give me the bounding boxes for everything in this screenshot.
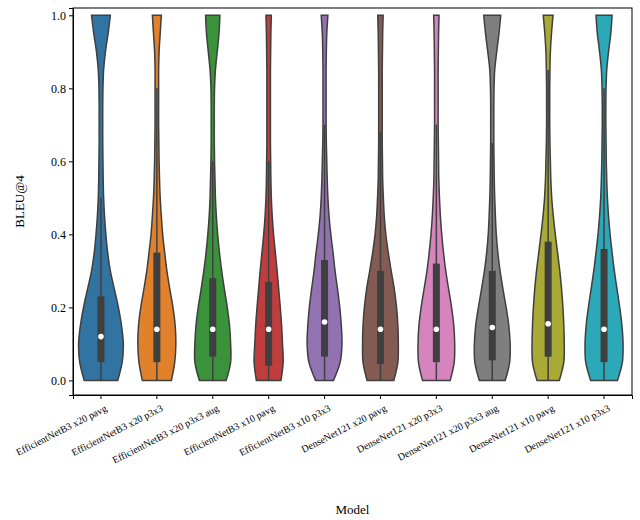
box — [377, 271, 384, 364]
box — [153, 253, 160, 363]
box — [265, 282, 272, 366]
x-tick: EfficientNetB3 x20 p3x3 — [70, 395, 165, 458]
x-tick-mark — [380, 395, 381, 399]
x-axis-line — [74, 396, 633, 400]
plot: 0.0 0.2 0.4 0.6 0.8 1.0 EfficientNetB3 x20 pav… — [14, 8, 632, 466]
violin — [254, 15, 283, 380]
y-tick-mark — [69, 307, 73, 308]
median — [489, 325, 495, 331]
y-tick: 0.2 — [51, 301, 73, 315]
violins — [79, 15, 624, 380]
y-tick-mark — [69, 234, 73, 235]
median — [545, 321, 551, 327]
violin — [418, 15, 455, 380]
y-tick: 0.6 — [51, 155, 73, 169]
x-tick-mark — [268, 395, 269, 399]
x-tick-label: DenseNet121 x20 p3x3 aug — [396, 402, 500, 462]
median — [154, 326, 160, 332]
x-tick-mark — [156, 395, 157, 399]
box — [601, 249, 608, 362]
x-tick: DenseNet121 x10 p3x3 — [523, 395, 612, 455]
violin — [585, 15, 623, 380]
x-axis-title: Model — [336, 502, 370, 517]
y-tick-label: 0.8 — [51, 82, 66, 96]
median — [378, 326, 384, 332]
x-tick-mark — [548, 395, 549, 399]
y-tick-label: 0.2 — [51, 301, 66, 315]
x-tick: DenseNet121 x20 p3x3 aug — [396, 395, 500, 463]
y-tick-mark — [69, 15, 73, 16]
x-tick-label: EfficientNetB3 x10 pavg — [182, 402, 276, 457]
median — [98, 334, 104, 340]
median — [322, 319, 328, 325]
box — [433, 264, 440, 363]
y-tick-label: 0.4 — [51, 228, 66, 242]
x-tick: EfficientNetB3 x20 p3x3 aug — [110, 395, 220, 466]
x-tick: EfficientNetB3 x10 pavg — [182, 395, 276, 458]
y-tick-label: 0.0 — [51, 374, 66, 388]
x-tick-label: DenseNet121 x10 p3x3 — [523, 402, 612, 455]
y-tick-label: 0.6 — [51, 155, 66, 169]
median — [266, 326, 272, 332]
violin — [79, 15, 124, 380]
violin — [194, 15, 231, 380]
frame — [73, 8, 632, 395]
y-tick-mark — [69, 380, 73, 381]
violin — [532, 15, 564, 380]
y-axis-title: BLEU@4 — [12, 175, 27, 228]
y-axis-line — [69, 9, 74, 396]
y-tick-mark — [69, 161, 73, 162]
chart: 0.0 0.2 0.4 0.6 0.8 1.0 EfficientNetB3 x20 pav… — [0, 0, 640, 520]
x-tick-mark — [100, 395, 101, 399]
x-tick-label: EfficientNetB3 x20 p3x3 — [70, 402, 165, 458]
x-tick-mark — [212, 395, 213, 399]
x-tick-mark — [604, 395, 605, 399]
violin — [474, 15, 510, 380]
y-tick: 0.8 — [51, 82, 73, 96]
box — [545, 242, 552, 357]
y-tick: 0.0 — [51, 374, 73, 388]
x-tick-mark — [436, 395, 437, 399]
x-tick-label: EfficientNetB3 x20 pavg — [14, 402, 108, 457]
y-tick-label: 1.0 — [51, 9, 66, 23]
y-tick: 0.4 — [51, 228, 73, 242]
x-tick-mark — [492, 395, 493, 399]
box — [97, 296, 104, 362]
y-tick: 1.0 — [51, 9, 73, 23]
x-tick-label: EfficientNetB3 x20 p3x3 aug — [110, 402, 220, 465]
x-axis: EfficientNetB3 x20 pavgEfficientNetB3 x2… — [14, 395, 632, 466]
median — [601, 326, 607, 332]
box — [489, 271, 496, 360]
x-tick-label: EfficientNetB3 x10 p3x3 — [237, 402, 332, 458]
median — [434, 326, 440, 332]
x-tick: EfficientNetB3 x20 pavg — [14, 395, 108, 458]
box — [321, 260, 328, 357]
median — [210, 326, 216, 332]
x-tick-mark — [324, 395, 325, 399]
violin — [138, 15, 176, 380]
y-tick-mark — [69, 88, 73, 89]
box — [209, 278, 216, 356]
violin — [307, 15, 342, 380]
violin — [363, 15, 399, 380]
y-axis: 0.0 0.2 0.4 0.6 0.8 1.0 — [51, 9, 74, 396]
x-tick: EfficientNetB3 x10 p3x3 — [237, 395, 332, 458]
